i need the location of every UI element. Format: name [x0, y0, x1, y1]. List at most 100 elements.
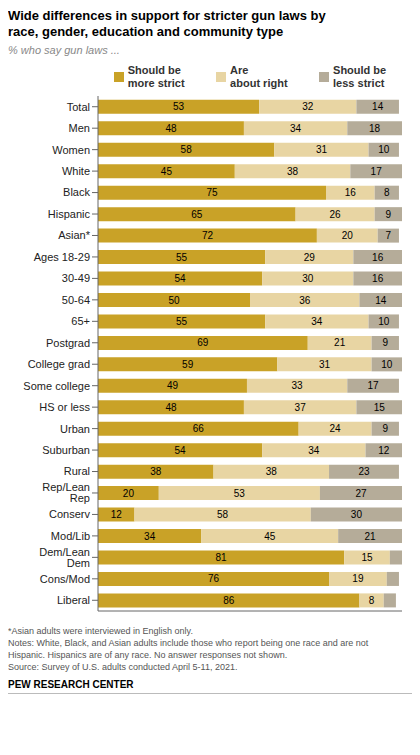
- svg-text:38: 38: [287, 166, 299, 177]
- svg-text:17: 17: [368, 380, 380, 391]
- svg-text:31: 31: [316, 144, 328, 155]
- svg-text:48: 48: [165, 402, 177, 413]
- svg-text:9: 9: [382, 423, 388, 434]
- svg-text:10: 10: [378, 144, 390, 155]
- svg-text:26: 26: [330, 209, 342, 220]
- svg-text:College grad: College grad: [28, 358, 90, 370]
- svg-text:50: 50: [168, 295, 180, 306]
- svg-text:54: 54: [175, 273, 187, 284]
- svg-text:Black: Black: [63, 186, 90, 198]
- svg-text:55: 55: [176, 252, 188, 263]
- svg-text:Conserv: Conserv: [49, 508, 90, 520]
- svg-text:58: 58: [181, 144, 193, 155]
- svg-text:34: 34: [144, 531, 156, 542]
- svg-text:29: 29: [304, 252, 316, 263]
- svg-text:65: 65: [191, 209, 203, 220]
- svg-text:36: 36: [299, 295, 311, 306]
- svg-text:Cons/Mod: Cons/Mod: [40, 573, 90, 585]
- svg-text:Men: Men: [69, 122, 90, 134]
- svg-text:23: 23: [358, 466, 370, 477]
- svg-text:76: 76: [208, 573, 220, 584]
- svg-text:31: 31: [319, 359, 331, 370]
- svg-text:14: 14: [372, 101, 384, 112]
- svg-text:15: 15: [374, 402, 386, 413]
- html-text:Should be: Should be: [127, 64, 181, 76]
- svg-text:Suburban: Suburban: [42, 444, 90, 456]
- svg-text:48: 48: [165, 123, 177, 134]
- svg-text:8: 8: [384, 187, 390, 198]
- html-text:Wide differences in support fo: Wide differences in support for stricter…: [8, 8, 326, 23]
- svg-text:10: 10: [378, 316, 390, 327]
- svg-text:32: 32: [302, 101, 314, 112]
- svg-text:8: 8: [369, 595, 375, 606]
- svg-text:Women: Women: [52, 144, 90, 156]
- svg-text:Mod/Lib: Mod/Lib: [51, 530, 90, 542]
- svg-text:Rep/LeanRep: Rep/LeanRep: [42, 481, 90, 504]
- svg-text:34: 34: [308, 445, 320, 456]
- svg-text:33: 33: [292, 380, 304, 391]
- html-text:about right: about right: [230, 77, 288, 89]
- svg-text:38: 38: [266, 466, 278, 477]
- svg-text:14: 14: [375, 295, 387, 306]
- svg-text:9: 9: [386, 209, 392, 220]
- svg-text:Liberal: Liberal: [57, 594, 90, 606]
- svg-text:17: 17: [371, 166, 383, 177]
- svg-text:Dem/LeanDem: Dem/LeanDem: [39, 546, 90, 569]
- svg-text:53: 53: [173, 101, 185, 112]
- html-text:Are: Are: [230, 64, 249, 76]
- svg-text:54: 54: [175, 445, 187, 456]
- html-text:race, gender, education and co: race, gender, education and community ty…: [8, 24, 284, 39]
- svg-text:7: 7: [386, 230, 392, 241]
- svg-text:Urban: Urban: [60, 423, 90, 435]
- svg-text:37: 37: [295, 402, 307, 413]
- svg-text:45: 45: [264, 531, 276, 542]
- svg-text:24: 24: [330, 423, 342, 434]
- svg-text:Asian*: Asian*: [58, 229, 91, 241]
- html-text:more strict: more strict: [127, 77, 185, 89]
- svg-text:27: 27: [355, 488, 367, 499]
- svg-text:16: 16: [372, 273, 384, 284]
- svg-text:Hispanic: Hispanic: [48, 208, 91, 220]
- svg-text:Some college: Some college: [23, 380, 90, 392]
- svg-text:15: 15: [361, 552, 373, 563]
- svg-text:20: 20: [342, 230, 354, 241]
- svg-text:White: White: [62, 165, 90, 177]
- svg-text:12: 12: [378, 445, 390, 456]
- svg-text:55: 55: [176, 316, 188, 327]
- svg-text:50-64: 50-64: [62, 294, 90, 306]
- svg-text:19: 19: [352, 573, 364, 584]
- svg-text:49: 49: [167, 380, 179, 391]
- svg-text:Ages 18-29: Ages 18-29: [34, 251, 90, 263]
- svg-text:81: 81: [216, 552, 228, 563]
- svg-text:16: 16: [345, 187, 357, 198]
- svg-text:16: 16: [372, 252, 384, 263]
- svg-text:30: 30: [302, 273, 314, 284]
- svg-text:10: 10: [381, 359, 393, 370]
- svg-text:38: 38: [150, 466, 162, 477]
- svg-text:Total: Total: [67, 101, 90, 113]
- svg-text:86: 86: [223, 595, 235, 606]
- svg-text:34: 34: [311, 316, 323, 327]
- svg-text:21: 21: [365, 531, 377, 542]
- svg-text:59: 59: [182, 359, 194, 370]
- svg-text:HS or less: HS or less: [39, 401, 90, 413]
- svg-text:30-49: 30-49: [62, 272, 90, 284]
- svg-text:65+: 65+: [71, 315, 90, 327]
- svg-text:18: 18: [369, 123, 381, 134]
- svg-text:21: 21: [334, 337, 346, 348]
- svg-text:34: 34: [290, 123, 302, 134]
- svg-text:75: 75: [206, 187, 218, 198]
- html-text:% who say gun laws ...: % who say gun laws ...: [8, 44, 120, 56]
- svg-text:66: 66: [193, 423, 205, 434]
- svg-text:53: 53: [234, 488, 246, 499]
- svg-text:9: 9: [382, 337, 388, 348]
- svg-text:69: 69: [197, 337, 209, 348]
- svg-text:20: 20: [123, 488, 135, 499]
- svg-text:72: 72: [202, 230, 214, 241]
- svg-text:58: 58: [217, 509, 229, 520]
- svg-text:45: 45: [161, 166, 173, 177]
- svg-text:Postgrad: Postgrad: [46, 337, 90, 349]
- svg-text:30: 30: [351, 509, 363, 520]
- svg-text:Rural: Rural: [64, 465, 90, 477]
- svg-text:12: 12: [111, 509, 123, 520]
